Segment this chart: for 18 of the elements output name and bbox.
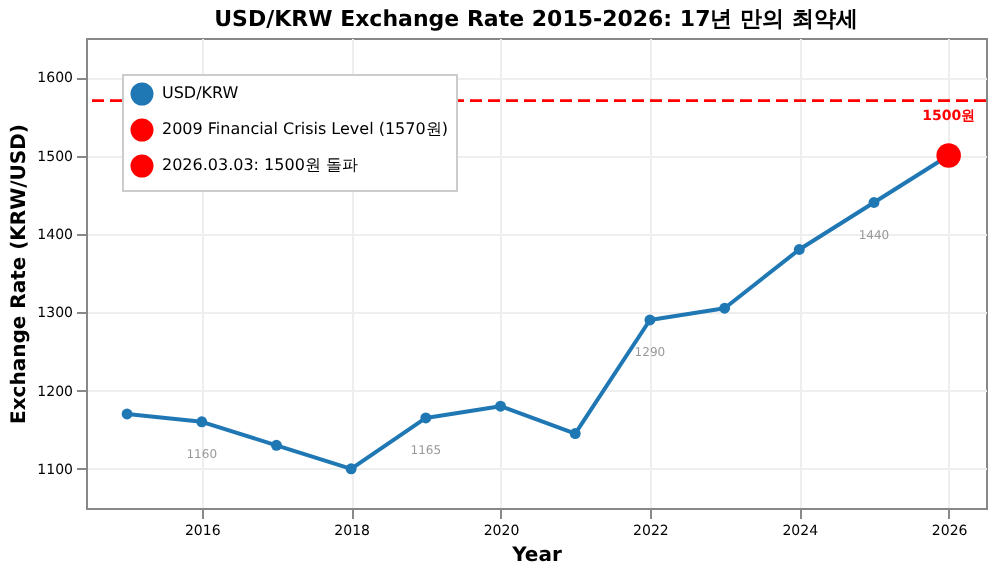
x-axis-title: Year bbox=[510, 545, 562, 567]
legend-label: 2009 Financial Crisis Level (1570원) bbox=[162, 120, 448, 138]
point bbox=[719, 302, 731, 314]
legend-label: 2026.03.03: 1500원 돌파 bbox=[162, 156, 358, 174]
point bbox=[270, 439, 282, 451]
point bbox=[196, 416, 208, 428]
point bbox=[495, 400, 506, 412]
point bbox=[644, 314, 656, 326]
chart-title: USD/KRW Exchange Rate 2015-2026: 17년 만의 최약세 bbox=[214, 6, 858, 32]
point bbox=[868, 197, 880, 208]
point bbox=[569, 428, 581, 440]
point bbox=[936, 143, 961, 168]
y-axis-title: Exchange Rate (KRW/USD) bbox=[9, 123, 32, 425]
point bbox=[121, 408, 133, 420]
point bbox=[793, 244, 805, 255]
legend-label: USD/KRW bbox=[162, 84, 239, 102]
point bbox=[345, 463, 357, 475]
point bbox=[420, 412, 432, 424]
